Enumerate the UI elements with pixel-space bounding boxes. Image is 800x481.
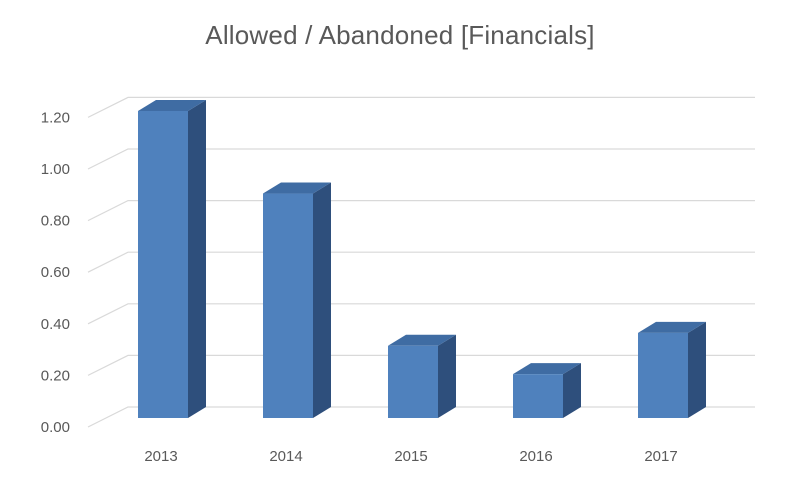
- gridline: [87, 148, 755, 170]
- y-tick-label: 0.00: [41, 419, 70, 436]
- x-axis: 2013 2014 2015 2016 2017: [144, 448, 677, 465]
- gridline: [87, 251, 755, 273]
- chart-title: Allowed / Abandoned [Financials]: [205, 20, 595, 50]
- y-tick-label: 0.40: [41, 316, 70, 333]
- gridlines: [87, 96, 755, 428]
- bar: [388, 334, 456, 418]
- bar: [513, 363, 581, 418]
- x-tick-label: 2014: [269, 448, 302, 465]
- y-tick-label: 0.60: [41, 264, 70, 281]
- gridline: [87, 96, 755, 118]
- bars: [138, 99, 706, 418]
- bar: [138, 99, 206, 418]
- y-tick-label: 1.20: [41, 109, 70, 126]
- gridline: [87, 354, 755, 376]
- y-tick-label: 0.20: [41, 367, 70, 384]
- x-tick-label: 2017: [644, 448, 677, 465]
- bar: [263, 182, 331, 418]
- y-tick-label: 0.80: [41, 213, 70, 230]
- x-tick-label: 2013: [144, 448, 177, 465]
- y-tick-label: 1.00: [41, 161, 70, 178]
- x-tick-label: 2015: [394, 448, 427, 465]
- y-axis: 0.00 0.20 0.40 0.60 0.80 1.00 1.20: [41, 109, 70, 436]
- bar: [638, 321, 706, 418]
- x-tick-label: 2016: [519, 448, 552, 465]
- gridline: [87, 200, 755, 222]
- gridline: [87, 303, 755, 325]
